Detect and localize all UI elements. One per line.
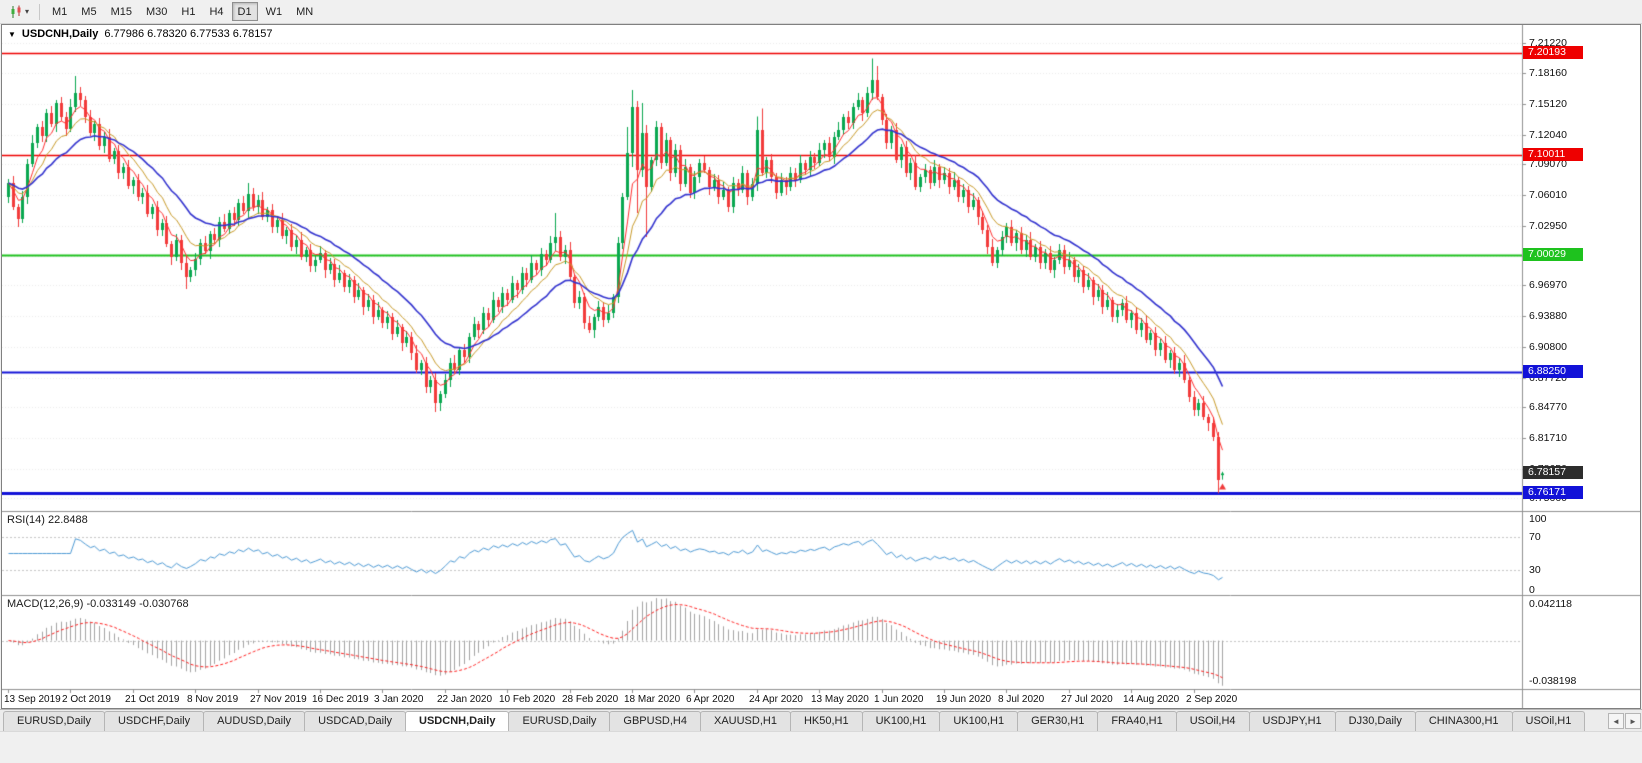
rsi-scale-label: 30 [1529,564,1541,576]
date-axis-label: 6 Apr 2020 [686,694,735,705]
chart-window: ▼ USDCNH,Daily 6.77986 6.78320 6.77533 6… [1,24,1641,709]
chart-tab-china300-h1[interactable]: CHINA300,H1 [1414,711,1513,731]
macd-scale-top-label: 0.042118 [1529,598,1573,610]
chart-tab-usdcnh-daily[interactable]: USDCNH,Daily [405,711,510,731]
macd-scale-bottom-label: -0.038198 [1529,675,1577,687]
timeframe-button-h4[interactable]: H4 [209,5,224,18]
tab-scroll-left-icon[interactable]: ◄ [1608,713,1624,729]
timeframe-toolbar: ▾ M1 M5 M15 M30 H1 H4 D1 W1 MN [0,0,1642,24]
chart-tab-uk100-h1[interactable]: UK100,H1 [861,711,941,731]
price-axis-label: 7.02950 [1529,220,1567,232]
status-bar [0,731,1642,763]
chart-tab-eurusd-daily[interactable]: EURUSD,Daily [508,711,611,731]
price-level-badge: 6.88250 [1523,365,1583,378]
date-axis-label: 21 Oct 2019 [125,694,180,705]
price-axis-label: 7.18160 [1529,67,1567,79]
price-axis-label: 7.15120 [1529,98,1567,110]
chart-tool-button[interactable]: ▾ [4,2,34,22]
price-axis-label: 7.12040 [1529,129,1567,141]
date-axis-label: 1 Jun 2020 [874,694,924,705]
timeframe-button-d1[interactable]: D1 [231,2,258,21]
tab-scroll-arrows: ◄ ► [1606,713,1641,729]
price-level-badge: 7.10011 [1523,148,1583,161]
current-price-badge: 6.78157 [1523,466,1583,479]
date-axis-label: 8 Jul 2020 [998,694,1045,705]
price-level-badge: 6.76171 [1523,486,1583,499]
rsi-scale-label: 70 [1529,531,1541,543]
chart-tab-usdchf-daily[interactable]: USDCHF,Daily [103,711,205,731]
chart-symbol-label: USDCNH,Daily [21,28,99,40]
chart-tab-usdcad-daily[interactable]: USDCAD,Daily [304,711,407,731]
date-axis-label: 27 Jul 2020 [1061,694,1113,705]
chart-tab-uk100-h1[interactable]: UK100,H1 [939,711,1019,731]
date-axis-label: 14 Aug 2020 [1123,694,1180,705]
date-axis-label: 2 Oct 2019 [62,694,111,705]
price-axis-label: 7.06010 [1529,189,1567,201]
chart-tab-xauusd-h1[interactable]: XAUUSD,H1 [699,711,791,731]
date-axis-label: 10 Feb 2020 [499,694,556,705]
dropdown-caret-icon: ▾ [25,7,30,16]
rsi-scale-label: 0 [1529,584,1535,596]
toolbar-separator [39,3,41,20]
rsi-label: RSI(14) 22.8488 [7,514,88,526]
chart-tab-audusd-daily[interactable]: AUDUSD,Daily [203,711,306,731]
date-axis-label: 28 Feb 2020 [562,694,619,705]
timeframe-button-w1[interactable]: W1 [265,5,283,18]
chart-ohlc-label: 6.77986 6.78320 6.77533 6.78157 [104,28,273,40]
chart-tab-usoil-h4[interactable]: USOil,H4 [1175,711,1250,731]
candlestick-chart-icon [11,5,21,18]
date-axis-label: 19 Jun 2020 [936,694,992,705]
macd-label: MACD(12,26,9) -0.033149 -0.030768 [7,598,189,610]
price-axis-label: 7.09070 [1529,158,1567,170]
chart-tab-bar: EURUSD,Daily USDCHF,Daily AUDUSD,Daily USDC… [0,709,1642,731]
timeframe-button-h1[interactable]: H1 [181,5,196,18]
chart-tab-hk50-h1[interactable]: HK50,H1 [789,711,863,731]
timeframe-buttons: M1 M5 M15 M30 H1 H4 D1 W1 MN [45,2,320,21]
chart-tab-gbpusd-h4[interactable]: GBPUSD,H4 [609,711,701,731]
chart-tab-usoil-h1[interactable]: USOil,H1 [1511,711,1586,731]
price-axis-label: 6.84770 [1529,401,1567,413]
timeframe-button-m15[interactable]: M15 [110,5,132,18]
date-axis-label: 22 Jan 2020 [437,694,493,705]
timeframe-button-m30[interactable]: M30 [145,5,168,18]
chart-tab-usdjpy-h1[interactable]: USDJPY,H1 [1248,711,1336,731]
timeframe-button-mn[interactable]: MN [296,5,314,18]
date-axis-label: 2 Sep 2020 [1186,694,1238,705]
date-axis-label: 24 Apr 2020 [749,694,803,705]
price-axis-label: 6.90800 [1529,341,1567,353]
chart-tab-ger30-h1[interactable]: GER30,H1 [1017,711,1099,731]
date-axis-label: 27 Nov 2019 [250,694,307,705]
price-axis-label: 6.93880 [1529,310,1567,322]
date-axis-label: 3 Jan 2020 [374,694,424,705]
date-axis-label: 16 Dec 2019 [312,694,369,705]
price-level-badge: 7.20193 [1523,46,1583,59]
chart-header: ▼ USDCNH,Daily 6.77986 6.78320 6.77533 6… [8,28,273,40]
date-axis-label: 8 Nov 2019 [187,694,239,705]
chart-tab-eurusd-daily[interactable]: EURUSD,Daily [3,711,105,731]
timeframe-button-m5[interactable]: M5 [81,5,97,18]
timeframe-button-m1[interactable]: M1 [52,5,68,18]
price-axis-label: 6.81710 [1529,432,1567,444]
chart-canvas[interactable] [2,25,1640,708]
symbol-dropdown-icon[interactable]: ▼ [8,29,16,39]
chart-tab-dj30-daily[interactable]: DJ30,Daily [1334,711,1416,731]
price-axis-label: 6.96970 [1529,279,1567,291]
tab-scroll-right-icon[interactable]: ► [1625,713,1641,729]
date-axis-label: 13 Sep 2019 [4,694,61,705]
rsi-scale-label: 100 [1529,513,1547,525]
date-axis-label: 18 Mar 2020 [624,694,681,705]
price-level-badge: 7.00029 [1523,248,1583,261]
date-axis-label: 13 May 2020 [811,694,869,705]
chart-tab-fra40-h1[interactable]: FRA40,H1 [1097,711,1177,731]
